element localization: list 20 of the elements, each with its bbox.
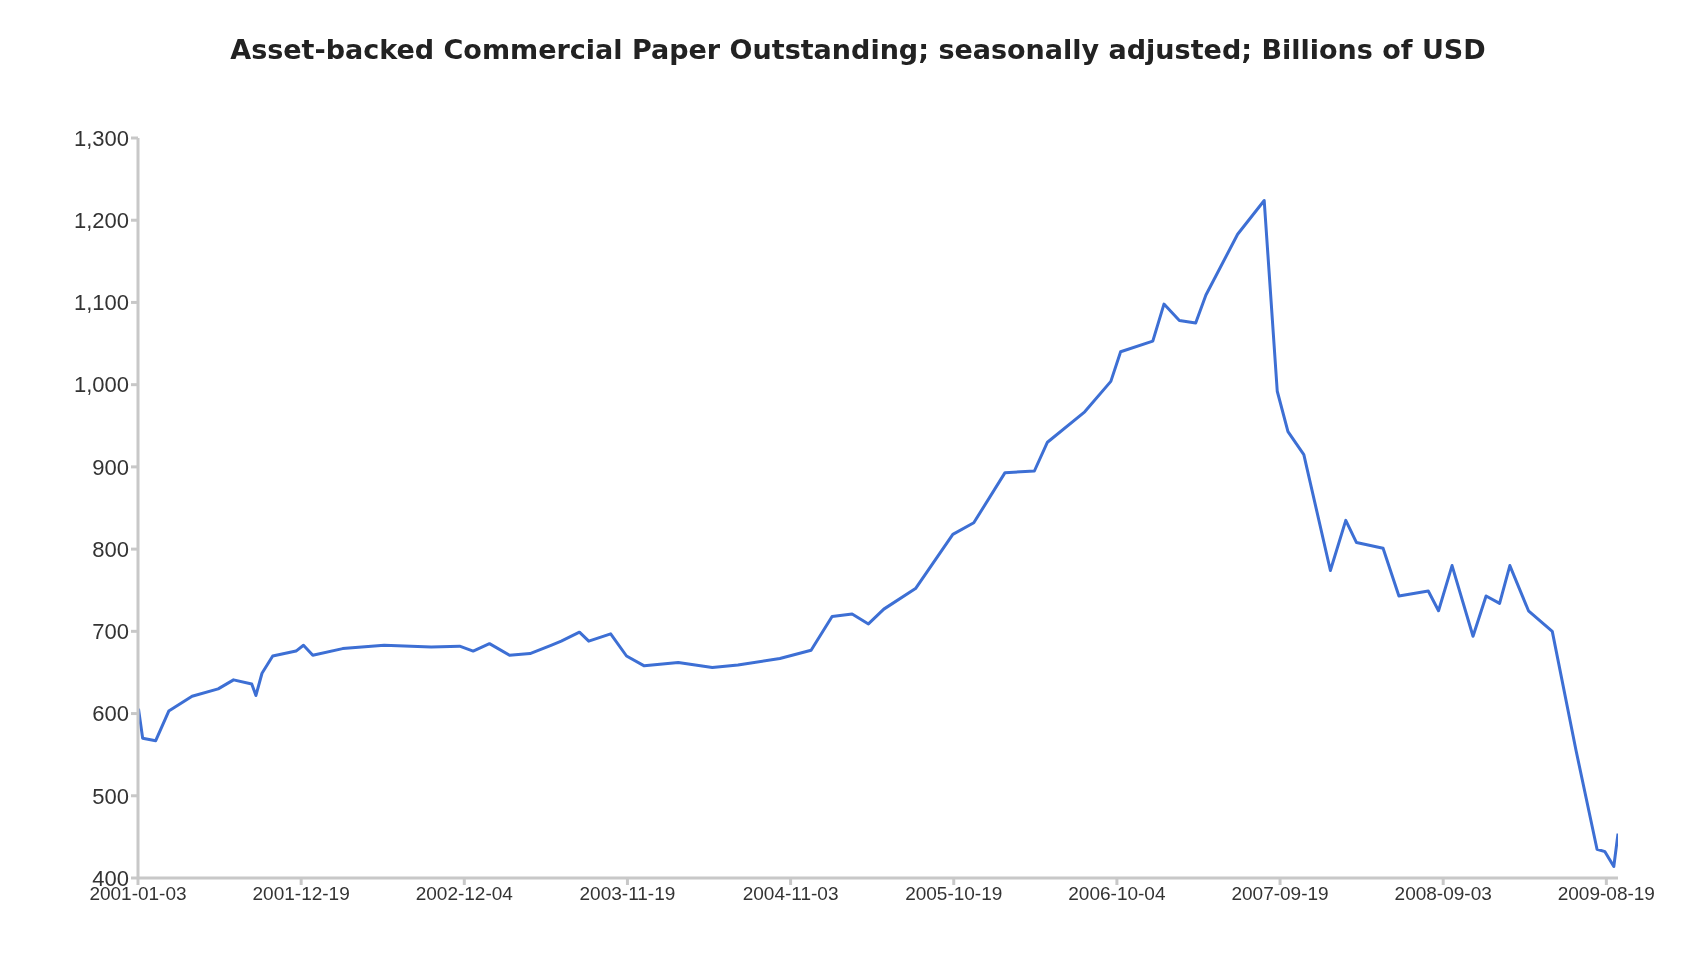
y-tick-label: 700: [92, 619, 129, 645]
x-tick-label: 2002-12-04: [415, 883, 514, 905]
chart-title: Asset-backed Commercial Paper Outstanding; seasonally adjusted; Billions of USD: [229, 33, 1487, 67]
y-tick-label: 800: [92, 536, 129, 562]
x-tick-label: 2003-11-19: [579, 883, 676, 905]
x-tick-label: 2006-10-04: [1068, 883, 1166, 905]
line-series: [138, 198, 1618, 868]
x-tick-label: 2009-08-19: [1557, 883, 1655, 905]
y-tick-label: 1,200: [73, 208, 129, 234]
y-tick-label: 600: [92, 701, 129, 727]
y-tick-label: 900: [92, 454, 129, 480]
y-tick-label: 1,000: [73, 372, 129, 398]
y-tick-label: 1,100: [73, 290, 129, 316]
y-tick-label: 500: [92, 783, 129, 809]
x-tick-label: 2005-10-19: [905, 883, 1003, 905]
y-tick-label: 1,300: [73, 125, 129, 151]
x-tick-label: 2007-09-19: [1231, 883, 1329, 905]
x-tick-label: 2008-09-03: [1394, 883, 1492, 905]
x-tick-label: 2004-11-03: [742, 883, 839, 905]
x-tick-label: 2001-12-19: [252, 883, 350, 905]
